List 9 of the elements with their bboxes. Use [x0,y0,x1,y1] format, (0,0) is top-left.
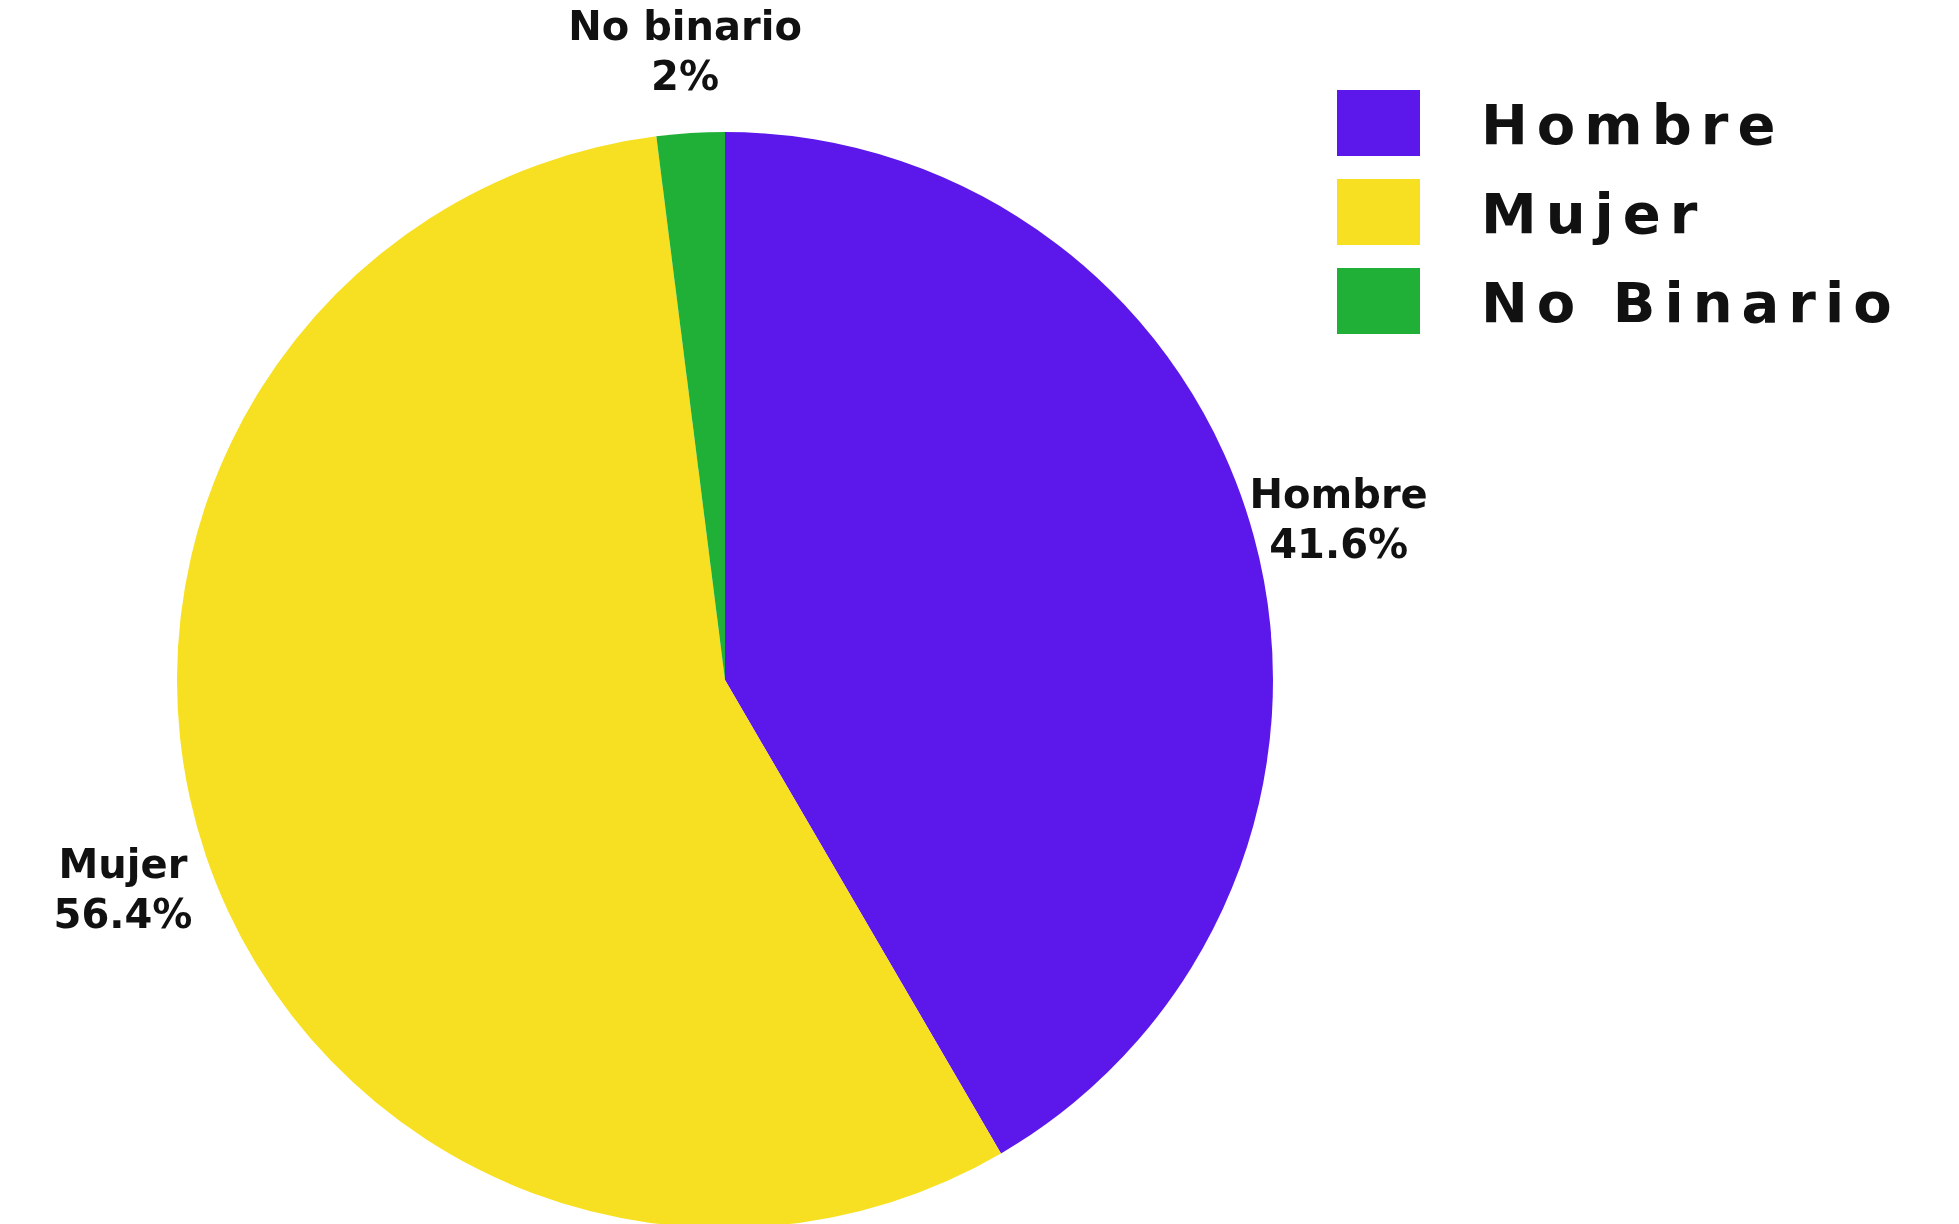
legend-label: Hombre [1481,92,1785,157]
data-label: 41.6% [1269,521,1409,568]
text: Hombre [1249,471,1428,518]
legend-label: Mujer [1481,181,1707,246]
text: Mujer [58,841,188,888]
legend-label: No Binario [1481,270,1901,335]
text: No binario [568,2,802,49]
data-label: 56.4% [53,891,193,938]
data-label: 2% [651,52,720,99]
